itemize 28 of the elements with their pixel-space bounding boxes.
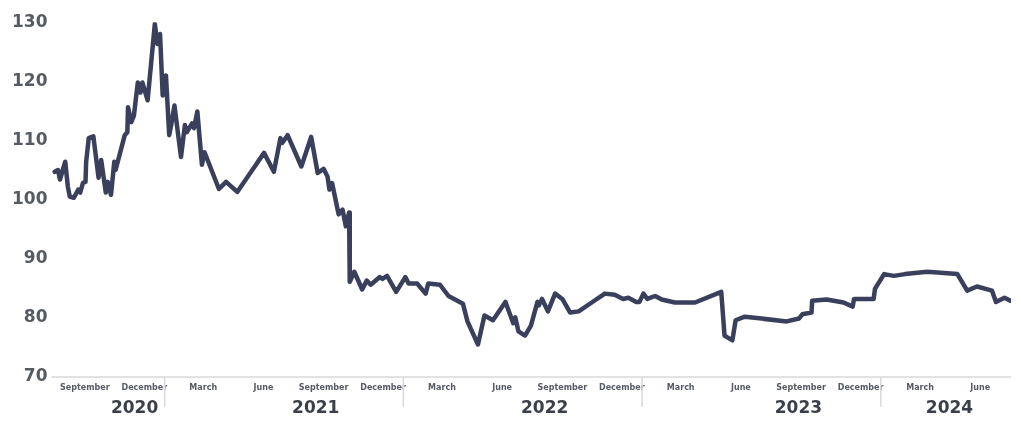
x-tick-label: September xyxy=(537,382,588,392)
x2-tick-label: 2020 xyxy=(110,397,159,418)
x-tick-label: December xyxy=(599,382,645,392)
x-tick-label: December xyxy=(837,382,884,392)
y-tick-label: 70 xyxy=(23,365,48,386)
x-tick-label: March xyxy=(906,382,935,392)
x-tick-label: December xyxy=(360,382,406,392)
y-tick-label: 100 xyxy=(11,188,48,209)
y-tick-label: 110 xyxy=(11,128,48,149)
x-tick-label: June xyxy=(252,382,274,392)
x-tick-label: March xyxy=(666,382,695,392)
x-tick-label: March xyxy=(189,382,218,392)
x2-tick-label: 2022 xyxy=(520,397,569,418)
x-tick-label: September xyxy=(298,382,349,392)
x-tick-label: March xyxy=(428,382,457,392)
y-tick-label: 130 xyxy=(11,10,48,31)
x-tick-label: September xyxy=(60,382,110,392)
x2-tick-label: 2024 xyxy=(925,397,974,418)
y-tick-label: 90 xyxy=(23,247,48,268)
x-tick-label: June xyxy=(491,382,513,392)
y-tick-label: 80 xyxy=(23,306,48,327)
x-tick-label: December xyxy=(121,382,168,392)
x-tick-label: September xyxy=(776,382,826,392)
x-tick-label: June xyxy=(729,382,752,392)
x-tick-label: June xyxy=(969,382,991,392)
x2-tick-label: 2021 xyxy=(292,397,340,418)
y-tick-label: 120 xyxy=(11,69,48,90)
x2-tick-label: 2023 xyxy=(774,397,823,418)
